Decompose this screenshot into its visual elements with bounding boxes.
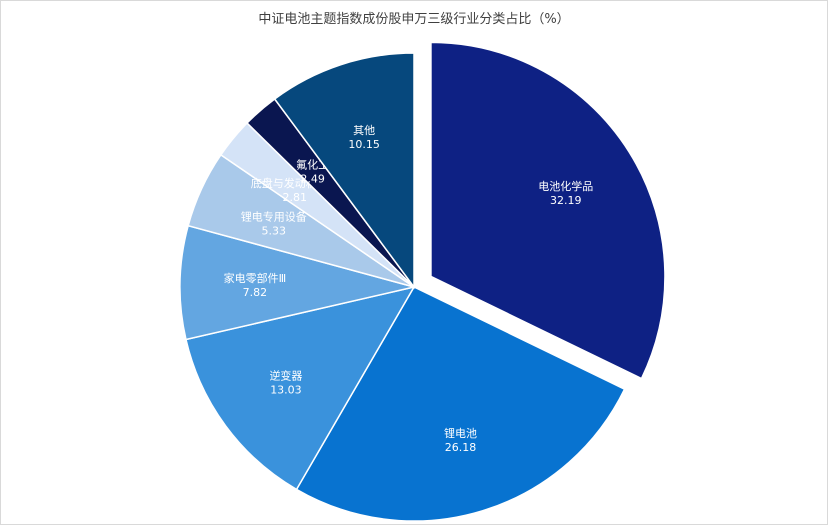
slice-value-appliance-parts: 7.82 — [243, 286, 268, 299]
slice-label-appliance-parts: 家电零部件Ⅲ — [224, 271, 287, 285]
slice-value-battery-chemicals: 32.19 — [550, 194, 582, 207]
pie-slice-appliance-parts — [179, 224, 415, 341]
slice-label-inverter: 逆变器 — [269, 368, 302, 382]
slice-label-lithium-equipment: 锂电专用设备 — [241, 209, 307, 223]
slice-value-lithium-battery: 26.18 — [445, 441, 477, 454]
pie-slice-other — [273, 52, 415, 290]
slice-value-lithium-equipment: 5.33 — [262, 224, 287, 237]
pie-slice-battery-chemicals — [430, 41, 666, 380]
slice-value-fluorochemical: 2.49 — [300, 172, 325, 185]
pie-slice-inverter — [185, 285, 416, 491]
slice-value-inverter: 13.03 — [270, 383, 302, 396]
slice-label-battery-chemicals: 电池化学品 — [538, 179, 593, 193]
slice-value-other: 10.15 — [348, 138, 380, 151]
slice-value-chassis-engine: 2.81 — [282, 191, 307, 204]
slice-label-lithium-battery: 锂电池 — [444, 426, 477, 440]
chart-title: 中证电池主题指数成份股申万三级行业分类占比（%） — [258, 12, 570, 27]
slice-label-other: 其他 — [353, 124, 375, 137]
pie-slice-lithium-battery — [295, 286, 626, 522]
